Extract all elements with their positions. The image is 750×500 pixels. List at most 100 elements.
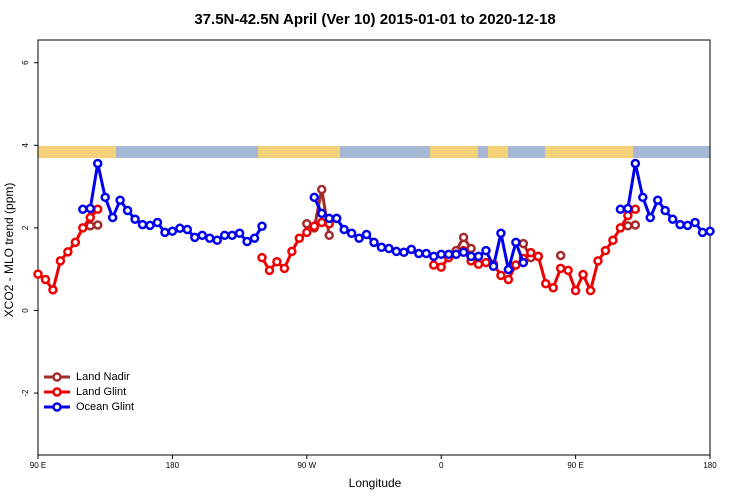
data-point <box>436 249 446 260</box>
x-tick-label: 90 E <box>30 461 46 470</box>
data-point <box>302 227 312 238</box>
data-point <box>115 195 125 205</box>
data-point <box>555 250 566 261</box>
series-line <box>90 187 636 260</box>
data-point <box>548 283 558 293</box>
legend-marker <box>52 372 62 382</box>
data-point <box>466 251 476 262</box>
data-point <box>376 242 387 253</box>
data-point <box>533 251 544 262</box>
data-point <box>137 219 148 230</box>
data-point <box>458 232 469 243</box>
data-point <box>175 223 185 234</box>
data-point <box>503 274 514 285</box>
data-point <box>234 228 245 239</box>
data-point <box>473 259 484 269</box>
data-point <box>555 263 566 274</box>
data-point <box>212 235 222 246</box>
data-point <box>630 204 641 215</box>
land-ocean-strip <box>38 146 710 158</box>
data-point <box>309 192 320 203</box>
data-point <box>675 219 685 230</box>
data-point <box>70 237 81 248</box>
data-point <box>242 236 252 247</box>
data-point <box>354 233 364 243</box>
y-tick-label: -2 <box>21 389 30 397</box>
data-point <box>346 228 357 239</box>
data-point <box>466 243 476 254</box>
data-point <box>600 245 611 256</box>
data-point <box>257 221 267 231</box>
data-point <box>526 247 536 258</box>
data-point <box>451 249 461 260</box>
data-point <box>511 237 521 248</box>
data-point <box>331 213 342 224</box>
x-axis-label: Longitude <box>349 476 402 490</box>
data-point <box>496 270 506 281</box>
data-point <box>615 204 626 215</box>
data-point <box>511 260 521 270</box>
data-point <box>428 251 439 262</box>
data-point <box>78 204 88 215</box>
x-tick-label: 0 <box>439 461 444 470</box>
data-point <box>667 214 678 224</box>
data-point <box>302 219 312 229</box>
data-point <box>570 285 581 296</box>
data-point <box>279 263 290 274</box>
data-point <box>391 246 402 257</box>
legend-marker <box>52 402 62 412</box>
data-point <box>55 256 66 266</box>
data-point <box>481 245 491 256</box>
legend-label: Land Glint <box>76 386 126 398</box>
data-point <box>92 204 103 215</box>
data-point <box>272 256 282 267</box>
data-point <box>682 220 693 231</box>
data-point <box>100 192 110 203</box>
data-point <box>645 212 656 223</box>
y-tick-label: 0 <box>21 308 30 313</box>
data-point <box>563 265 573 276</box>
data-point <box>63 247 73 257</box>
data-point <box>496 228 506 239</box>
data-point <box>638 192 648 203</box>
data-point <box>443 249 454 260</box>
data-point <box>660 205 670 216</box>
data-point <box>615 223 626 233</box>
data-point <box>540 278 551 289</box>
legend-label: Ocean Glint <box>76 401 134 413</box>
data-point <box>518 257 529 268</box>
data-point <box>652 195 663 205</box>
data-point <box>145 220 155 231</box>
data-point <box>339 224 349 235</box>
y-axis-label: XCO2 - MLO trend (ppm) <box>2 183 16 318</box>
data-point <box>78 223 88 233</box>
data-point <box>406 244 417 255</box>
y-tick-label: 6 <box>21 60 30 65</box>
data-point <box>518 238 529 249</box>
data-point <box>107 212 118 223</box>
data-point <box>630 220 641 230</box>
data-point <box>324 230 334 241</box>
data-point <box>705 226 715 236</box>
data-point <box>92 158 103 169</box>
data-point <box>488 261 499 272</box>
data-point <box>85 203 96 214</box>
data-point <box>130 214 140 224</box>
data-point <box>593 256 603 266</box>
legend-marker <box>52 387 62 397</box>
data-point <box>608 235 618 246</box>
x-tick-label: 180 <box>166 461 180 470</box>
data-point <box>369 237 379 248</box>
data-point <box>167 226 178 236</box>
data-point <box>204 233 215 243</box>
data-point <box>623 221 633 231</box>
data-point <box>324 213 334 224</box>
data-point <box>33 269 43 279</box>
data-point <box>421 248 432 259</box>
legend-label: Land Nadir <box>76 371 130 383</box>
data-point <box>399 247 409 257</box>
data-point <box>316 217 327 228</box>
data-point <box>197 230 208 241</box>
y-tick-label: 4 <box>21 143 30 148</box>
